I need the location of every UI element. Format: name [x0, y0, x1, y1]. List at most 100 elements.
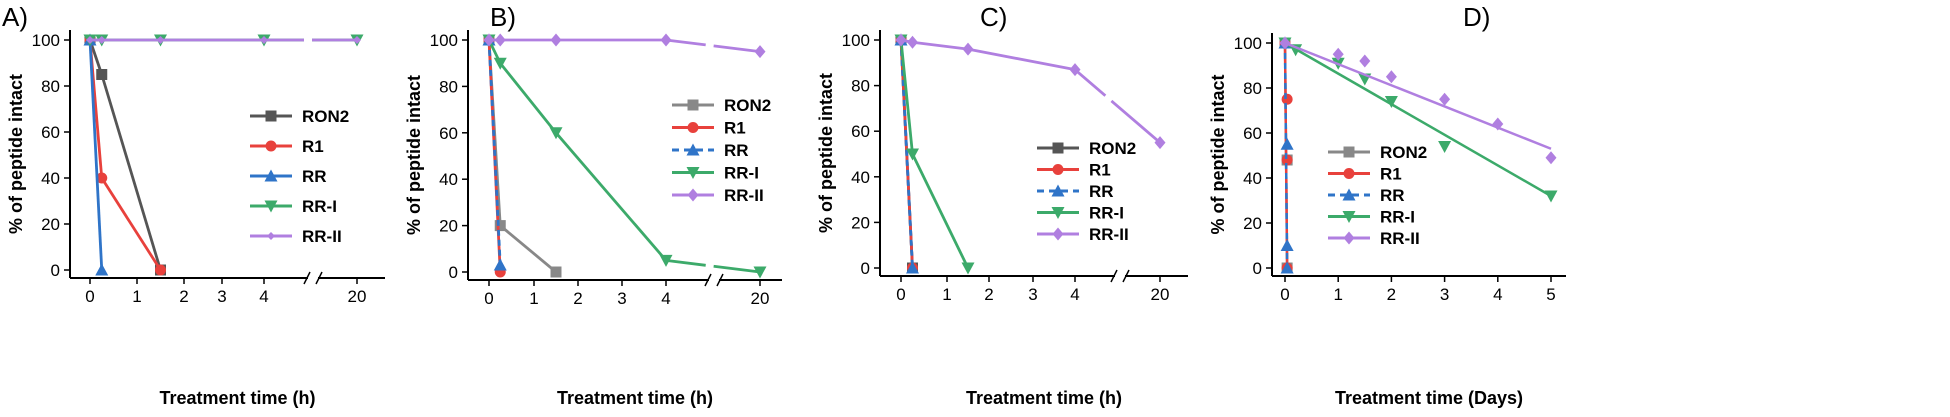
y-tick-label: 20 [41, 215, 60, 234]
data-point [494, 33, 506, 47]
x-axis-label: Treatment time (h) [557, 388, 713, 408]
data-point [1154, 136, 1166, 150]
x-tick-label: 3 [617, 289, 626, 308]
legend: RON2 R1 RR RR-I RR-II [672, 96, 771, 205]
series-line-segment [665, 259, 761, 274]
legend-label: R1 [724, 119, 746, 138]
legend-marker [1343, 168, 1355, 179]
legend-label: RR-I [724, 164, 759, 183]
panel-letter: B) [490, 2, 516, 32]
data-point [1279, 36, 1291, 50]
x-tick-label: 20 [1151, 285, 1170, 304]
data-point [1438, 141, 1452, 153]
data-point [754, 45, 766, 59]
series-rr-ii [483, 33, 766, 59]
data-point [86, 36, 94, 44]
legend-marker [686, 143, 700, 156]
y-tick-label: 80 [41, 77, 60, 96]
y-axis-label: % of peptide intact [816, 73, 836, 233]
y-tick-label: 60 [1243, 124, 1262, 143]
series-rr-ii [1279, 36, 1557, 165]
data-point [155, 264, 166, 276]
y-tick-label: 80 [439, 77, 458, 96]
y-tick-label: 60 [439, 124, 458, 143]
data-point [97, 36, 106, 44]
legend-marker [687, 122, 699, 133]
legend: RON2 R1 RR RR-I RR-II [250, 107, 349, 246]
series-line-segment [554, 131, 668, 262]
legend-marker [687, 99, 699, 111]
legend-label: RON2 [1380, 143, 1427, 162]
panel-letter: C) [980, 2, 1007, 32]
panel-letter: A) [2, 2, 28, 32]
x-tick-label: 2 [984, 285, 993, 304]
y-tick-label: 20 [851, 213, 870, 232]
y-tick-label: 40 [41, 169, 60, 188]
data-point [550, 33, 562, 47]
data-point [1280, 137, 1294, 150]
legend-label: RR-II [724, 186, 764, 205]
legend-label: R1 [1089, 161, 1111, 180]
y-tick-label: 40 [439, 170, 458, 189]
legend-marker [1052, 164, 1064, 175]
x-tick-label: 0 [896, 285, 905, 304]
chart-panel-3: D) 0 20 40 60 80 100 0 1 2 3 4 5 Treatment time (Days… [1208, 2, 1566, 408]
legend-marker [1343, 146, 1355, 158]
legend-marker [267, 232, 275, 240]
series-rr-ii [895, 33, 1166, 150]
x-tick-label: 4 [1070, 285, 1079, 304]
axis-break-mark [303, 271, 311, 285]
legend-marker [687, 188, 699, 202]
legend-label: R1 [302, 137, 324, 156]
legend-label: RR-II [1089, 225, 1129, 244]
data-point [353, 36, 361, 44]
y-tick-label: 40 [1243, 169, 1262, 188]
series-line-segment [100, 177, 162, 271]
data-point [493, 57, 507, 70]
legend-marker [1343, 231, 1355, 245]
y-tick-label: 20 [439, 217, 458, 236]
x-axis-label: Treatment time (h) [159, 388, 315, 408]
series-rr-i [894, 34, 975, 275]
series-rr [482, 33, 507, 271]
legend-marker [1051, 184, 1065, 197]
data-point [1332, 47, 1344, 61]
legend-marker [1052, 142, 1064, 154]
data-point [1384, 96, 1398, 108]
data-point [1385, 70, 1397, 84]
legend-marker [265, 110, 277, 122]
data-point [660, 33, 672, 47]
series-line-segment [912, 40, 969, 51]
x-tick-label: 4 [661, 289, 670, 308]
x-tick-label: 1 [942, 285, 951, 304]
series-r1 [483, 34, 506, 278]
legend-marker [265, 140, 277, 152]
x-tick-label: 20 [348, 287, 367, 306]
y-axis-label: % of peptide intact [404, 75, 424, 235]
legend-marker [264, 200, 278, 213]
legend-marker [1342, 211, 1356, 223]
data-point [96, 172, 108, 184]
y-tick-label: 80 [851, 77, 870, 96]
y-tick-label: 100 [1234, 34, 1262, 53]
fit-line [1284, 41, 1552, 198]
legend-label: RR-I [302, 197, 337, 216]
series-line-segment [88, 39, 104, 75]
legend-label: RR [302, 167, 327, 186]
axis-break-mark [704, 273, 712, 287]
x-tick-label: 20 [751, 289, 770, 308]
data-point [1280, 239, 1294, 251]
data-point [1439, 92, 1451, 106]
data-point [260, 36, 268, 44]
x-tick-label: 1 [1333, 285, 1342, 304]
data-point [906, 261, 919, 274]
series-rr-i [1278, 37, 1558, 203]
data-point [156, 36, 165, 44]
data-point [96, 69, 108, 80]
data-point [95, 263, 109, 276]
y-axis-label: % of peptide intact [6, 74, 26, 234]
data-point [962, 42, 974, 56]
axis-break-mark [315, 271, 323, 285]
series-line-segment [88, 39, 104, 271]
